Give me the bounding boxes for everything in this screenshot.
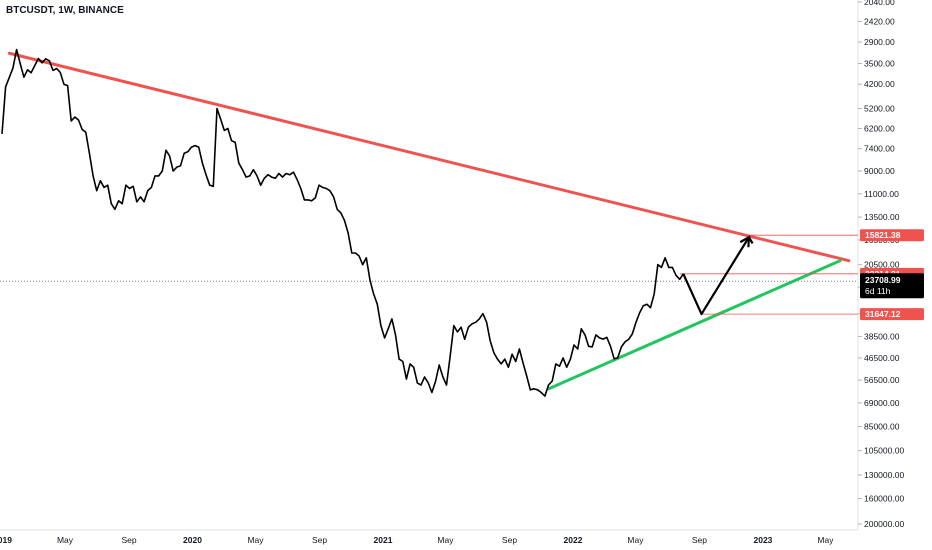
y-tick-label-21: 130000.00 [864,470,904,480]
y-tick-label-16: 46500.00 [864,353,900,363]
y-tick-label-3: 3500.00 [864,58,895,68]
x-tick-label-3: 2020 [183,535,202,545]
x-tick-label-10: May [627,535,644,545]
y-tick-label-18: 69000.00 [864,398,900,408]
level-tag-bg-2 [860,308,924,321]
x-tick-label-8: Sep [502,535,517,545]
y-tick-label-15: 38500.00 [864,331,900,341]
y-tick-label-6: 6200.00 [864,124,895,134]
symbol-title: BTCUSDT, 1W, BINANCE [6,5,124,16]
x-tick-label-5: Sep [312,535,327,545]
x-axis: 2019 May Sep 2020 May Sep 2021 May Sep 2022 May Sep… [0,535,834,545]
x-tick-label-13: May [817,535,834,545]
x-tick-label-6: 2021 [374,535,393,545]
x-tick-label-12: 2023 [754,535,773,545]
x-tick-label-11: Sep [692,535,707,545]
y-tick-label-17: 56500.00 [864,375,900,385]
trendline-0 [7,51,851,263]
level-tag-bg-0 [860,229,924,242]
y-tick-label-2: 2900.00 [864,37,895,47]
level-tag-label-2: 31647.12 [865,309,901,319]
x-tick-label-7: May [437,535,454,545]
y-tick-label-8: 9000.00 [864,166,895,176]
x-tick-label-9: 2022 [564,535,583,545]
y-axis: 2040.00 2420.00 2900.00 3500.00 4200.00 5200.… [858,0,904,529]
horizontal-levels [0,234,858,315]
price-series [1,48,684,397]
projection-path [682,235,754,316]
y-tick-label-22: 160000.00 [864,494,904,504]
x-tick-label-1: May [57,535,74,545]
y-tick-label-12: 20500.00 [864,260,900,270]
y-tick-label-5: 5200.00 [864,104,895,114]
level-tag-label-0: 15821.38 [865,230,901,240]
chart-frame [0,0,859,531]
y-tick-label-7: 7400.00 [864,144,895,154]
bar-countdown-label: 6d 11h [865,286,891,296]
y-tick-label-4: 4200.00 [864,79,895,89]
x-tick-label-4: May [247,535,264,545]
price-line [1,48,684,397]
x-tick-label-0: 2019 [0,535,12,545]
y-tick-label-1: 2420.00 [864,16,895,26]
current-price-tag-bg [860,273,924,299]
projection-line [682,236,754,316]
current-price-label: 23708.99 [865,275,901,285]
x-tick-label-2: Sep [121,535,136,545]
trendline-1 [547,259,842,391]
y-tick-label-19: 85000.00 [864,422,900,432]
projection-arrowhead [739,235,751,248]
y-tick-label-20: 105000.00 [864,446,904,456]
y-tick-label-23: 200000.00 [864,519,904,529]
y-tick-label-0: 2040.00 [864,0,895,7]
y-tick-label-9: 11000.00 [864,189,899,199]
trendlines [7,51,851,391]
y-tick-label-10: 13500.00 [864,212,900,222]
